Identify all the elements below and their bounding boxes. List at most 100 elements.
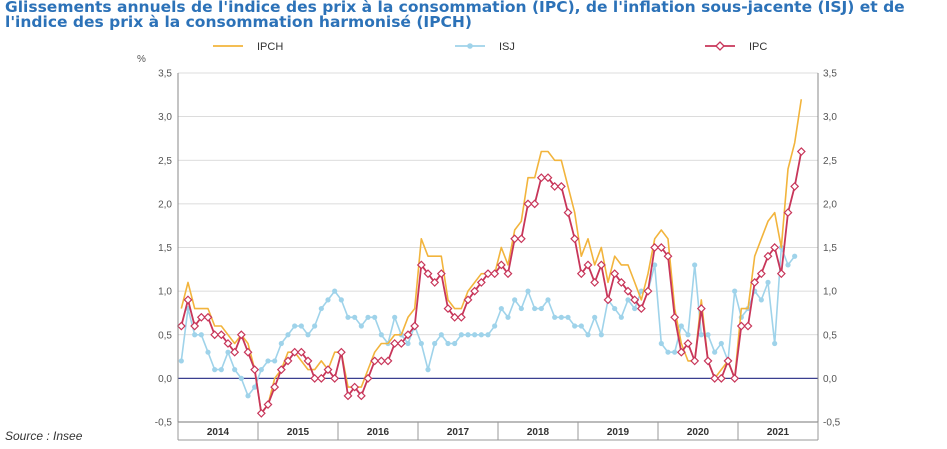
data-point-isj	[685, 332, 691, 338]
data-point-isj	[265, 358, 271, 364]
data-point-isj	[505, 314, 511, 320]
data-point-isj	[705, 332, 711, 338]
data-point-ipc	[176, 321, 186, 331]
series-ipch	[180, 99, 803, 415]
data-point-isj	[545, 297, 551, 303]
data-point-isj	[305, 332, 311, 338]
data-point-isj	[238, 375, 244, 381]
data-point-ipc	[690, 356, 700, 366]
year-label: 2017	[447, 427, 470, 438]
data-point-ipc	[763, 251, 773, 261]
y-tick-label-left: 3,5	[158, 69, 172, 80]
unit-label: %	[137, 54, 146, 65]
data-point-isj	[772, 340, 778, 347]
y-tick-label-left: 0,5	[158, 330, 172, 341]
data-point-isj	[672, 349, 678, 355]
data-point-isj	[612, 305, 618, 312]
data-point-ipc	[536, 173, 546, 183]
data-point-ipc	[196, 312, 206, 322]
data-point-ipc	[543, 173, 553, 183]
data-point-isj	[572, 323, 578, 329]
data-point-ipc	[510, 234, 520, 244]
data-point-ipc	[503, 269, 513, 279]
data-point-ipc	[463, 295, 473, 305]
data-point-isj	[298, 323, 304, 329]
data-point-ipc	[603, 295, 613, 305]
data-point-isj	[492, 323, 498, 329]
data-point-isj	[472, 332, 478, 338]
data-point-isj	[325, 297, 331, 303]
year-label: 2014	[207, 427, 230, 438]
data-point-isj	[658, 340, 664, 347]
data-point-ipc	[416, 260, 426, 270]
legend-item-isj: ISJ	[455, 41, 515, 53]
data-point-ipc	[790, 181, 800, 191]
data-point-ipc	[256, 408, 266, 418]
data-point-isj	[392, 314, 398, 320]
data-point-ipc	[350, 382, 360, 392]
data-point-ipc	[210, 330, 220, 340]
year-label: 2016	[367, 427, 390, 438]
data-point-isj	[512, 297, 518, 303]
data-point-ipc	[523, 199, 533, 209]
chart-title: Glissements annuels de l'indice des prix…	[5, 0, 945, 30]
legend-label: IPCH	[257, 41, 283, 53]
year-label: 2019	[607, 427, 630, 438]
data-point-ipc	[576, 269, 586, 279]
data-point-isj	[478, 332, 484, 338]
data-point-ipc	[230, 347, 240, 357]
data-point-ipc	[696, 304, 706, 314]
data-point-isj	[345, 314, 351, 320]
data-point-isj	[225, 349, 231, 355]
data-point-ipc	[556, 181, 566, 191]
data-point-isj	[458, 332, 464, 338]
data-point-isj	[765, 279, 771, 285]
data-point-ipc	[323, 365, 333, 375]
data-point-ipc	[623, 286, 633, 296]
data-point-ipc	[756, 269, 766, 279]
year-label: 2021	[767, 427, 790, 438]
data-point-ipc	[583, 260, 593, 270]
y-tick-label-left: 1,0	[158, 287, 172, 298]
y-tick-label-right: 2,0	[823, 199, 837, 210]
data-point-ipc	[783, 208, 793, 218]
data-point-ipc	[430, 277, 440, 287]
data-point-isj	[498, 305, 504, 312]
data-point-ipc	[276, 365, 286, 375]
data-point-isj	[592, 314, 598, 320]
data-point-isj	[218, 367, 224, 373]
data-point-isj	[665, 349, 671, 355]
data-point-ipc	[616, 277, 626, 287]
y-tick-label-right: 1,5	[823, 243, 837, 254]
data-point-ipc	[270, 382, 280, 392]
data-point-isj	[678, 323, 684, 329]
data-point-ipc	[376, 356, 386, 366]
data-point-ipc	[670, 312, 680, 322]
data-point-isj	[358, 323, 364, 329]
source-note: Source : Insee	[5, 429, 83, 443]
data-point-ipc	[656, 243, 666, 252]
data-point-isj	[445, 340, 451, 347]
y-tick-label-right: 2,5	[823, 156, 837, 167]
data-point-ipc	[476, 277, 486, 287]
data-point-ipc	[550, 181, 560, 191]
data-point-isj	[625, 297, 631, 303]
y-axes: % -0,5 -0,5 0,0 0,0 0,5 0,5 1,0 1,0 1,5 1,5 2,0 2,0 2…	[137, 54, 841, 429]
data-point-ipc	[290, 347, 300, 357]
series-group	[176, 99, 806, 418]
data-point-ipc	[436, 269, 446, 279]
data-point-isj	[205, 349, 211, 355]
data-point-ipc	[223, 339, 233, 348]
data-point-ipc	[663, 251, 673, 261]
data-point-ipc	[530, 199, 540, 209]
series-ipc	[176, 147, 806, 418]
data-point-isj	[732, 288, 738, 294]
data-point-ipc	[703, 356, 713, 366]
data-point-ipc	[310, 373, 320, 383]
y-tick-label-right: -0,5	[823, 418, 841, 429]
data-point-isj	[718, 340, 724, 347]
data-point-isj	[632, 305, 638, 312]
data-point-isj	[258, 367, 264, 373]
data-point-ipc	[390, 339, 400, 348]
